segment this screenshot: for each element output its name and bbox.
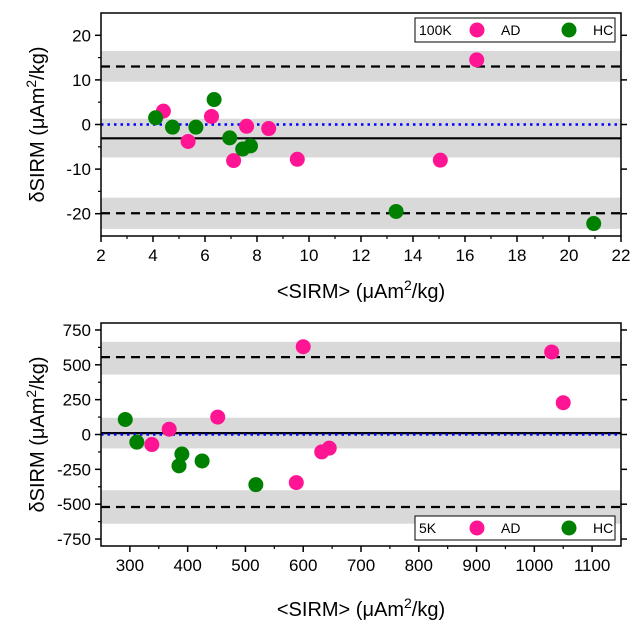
x-tick-label: 8 xyxy=(252,246,261,265)
data-point-ad xyxy=(289,151,305,167)
x-tick-label: 22 xyxy=(612,246,630,265)
data-point-ad xyxy=(432,152,448,168)
x-tick-label: 2 xyxy=(96,246,105,265)
x-tick-label: 400 xyxy=(173,556,201,575)
data-point-ad xyxy=(239,118,255,134)
data-point-hc xyxy=(165,119,180,135)
data-point-ad xyxy=(469,52,485,68)
y-tick-label: 250 xyxy=(63,391,91,410)
data-point-hc xyxy=(222,130,238,146)
y-tick-label: 20 xyxy=(72,26,91,45)
x-tick-label: 10 xyxy=(300,246,319,265)
data-point-hc xyxy=(586,216,602,232)
data-point-hc xyxy=(117,411,133,427)
legend-label-ad: AD xyxy=(501,520,520,536)
data-point-hc xyxy=(388,203,404,219)
legend-marker-hc xyxy=(561,22,577,38)
data-point-ad xyxy=(544,344,560,360)
data-point-hc xyxy=(194,453,210,469)
x-tick-label: 4 xyxy=(148,246,157,265)
y-tick-label: -250 xyxy=(57,460,91,479)
x-tick-label: 500 xyxy=(231,556,259,575)
data-point-ad xyxy=(261,121,277,137)
data-point-ad xyxy=(180,133,196,149)
legend-marker-ad xyxy=(469,520,485,536)
x-tick-label: 16 xyxy=(456,246,475,265)
x-tick-label: 700 xyxy=(347,556,375,575)
x-tick-label: 900 xyxy=(462,556,490,575)
legend: 100K AD HC xyxy=(414,17,616,43)
plot-area xyxy=(101,50,621,232)
legend-box xyxy=(414,515,616,541)
y-tick-label: 10 xyxy=(72,71,91,90)
data-point-ad xyxy=(555,395,571,411)
data-point-hc xyxy=(188,119,204,135)
data-point-ad xyxy=(144,437,160,453)
x-tick-label: 600 xyxy=(289,556,317,575)
x-axis-title: <SIRM> (μAm2/kg) xyxy=(277,277,445,303)
x-tick-label: 14 xyxy=(404,246,423,265)
data-point-hc xyxy=(206,92,222,108)
legend-marker-hc xyxy=(561,520,577,536)
y-tick-label: -10 xyxy=(66,160,91,179)
data-point-ad xyxy=(204,108,219,124)
data-point-hc xyxy=(171,458,187,474)
legend-box xyxy=(414,17,616,43)
x-tick-label: 12 xyxy=(352,246,371,265)
x-tick-label: 18 xyxy=(508,246,527,265)
chart-panel-100k: 2 4 6 8 10 12 14 16 18 20 22 -20 -10 0 10 20 <SIRM> (μAm… xyxy=(23,12,630,303)
data-point-hc xyxy=(174,446,190,462)
data-point-hc xyxy=(129,434,145,450)
y-tick-label: -750 xyxy=(57,530,91,549)
data-point-hc xyxy=(248,477,264,493)
data-point-ad xyxy=(321,440,337,456)
y-tick-label: -500 xyxy=(57,495,91,514)
legend-label-hc: HC xyxy=(593,520,613,536)
chart-panel-5k: 300 400 500 600 700 800 900 1000 1100 -750 -500 -25… xyxy=(23,321,627,621)
data-point-ad xyxy=(288,475,304,491)
y-tick-label: 500 xyxy=(63,356,91,375)
x-axis-title: <SIRM> (μAm2/kg) xyxy=(277,595,445,621)
legend: 5K AD HC xyxy=(414,515,616,541)
data-point-ad xyxy=(295,339,311,355)
data-point-ad xyxy=(161,421,177,437)
x-tick-label: 800 xyxy=(405,556,433,575)
panel-label: 100K xyxy=(419,22,452,38)
x-tick-label: 20 xyxy=(560,246,579,265)
y-tick-label: 750 xyxy=(63,321,91,340)
data-point-hc xyxy=(148,110,164,126)
y-axis-title: δSIRM (μAm2/kg) xyxy=(23,46,49,202)
legend-label-ad: AD xyxy=(501,22,520,38)
data-point-hc xyxy=(243,138,258,154)
data-point-ad xyxy=(226,153,242,169)
x-tick-label: 300 xyxy=(116,556,144,575)
legend-label-hc: HC xyxy=(593,22,613,38)
x-tick-label: 1100 xyxy=(574,556,611,575)
plot-area xyxy=(101,339,621,524)
y-tick-label: 0 xyxy=(82,116,91,135)
y-tick-label: -20 xyxy=(66,205,91,224)
x-tick-label: 6 xyxy=(200,246,209,265)
legend-marker-ad xyxy=(469,22,485,38)
y-tick-label: 0 xyxy=(82,426,91,445)
y-axis-title: δSIRM (μAm2/kg) xyxy=(23,356,49,512)
data-point-ad xyxy=(210,409,226,425)
panel-label: 5K xyxy=(419,520,437,536)
x-tick-label: 1000 xyxy=(515,556,553,575)
